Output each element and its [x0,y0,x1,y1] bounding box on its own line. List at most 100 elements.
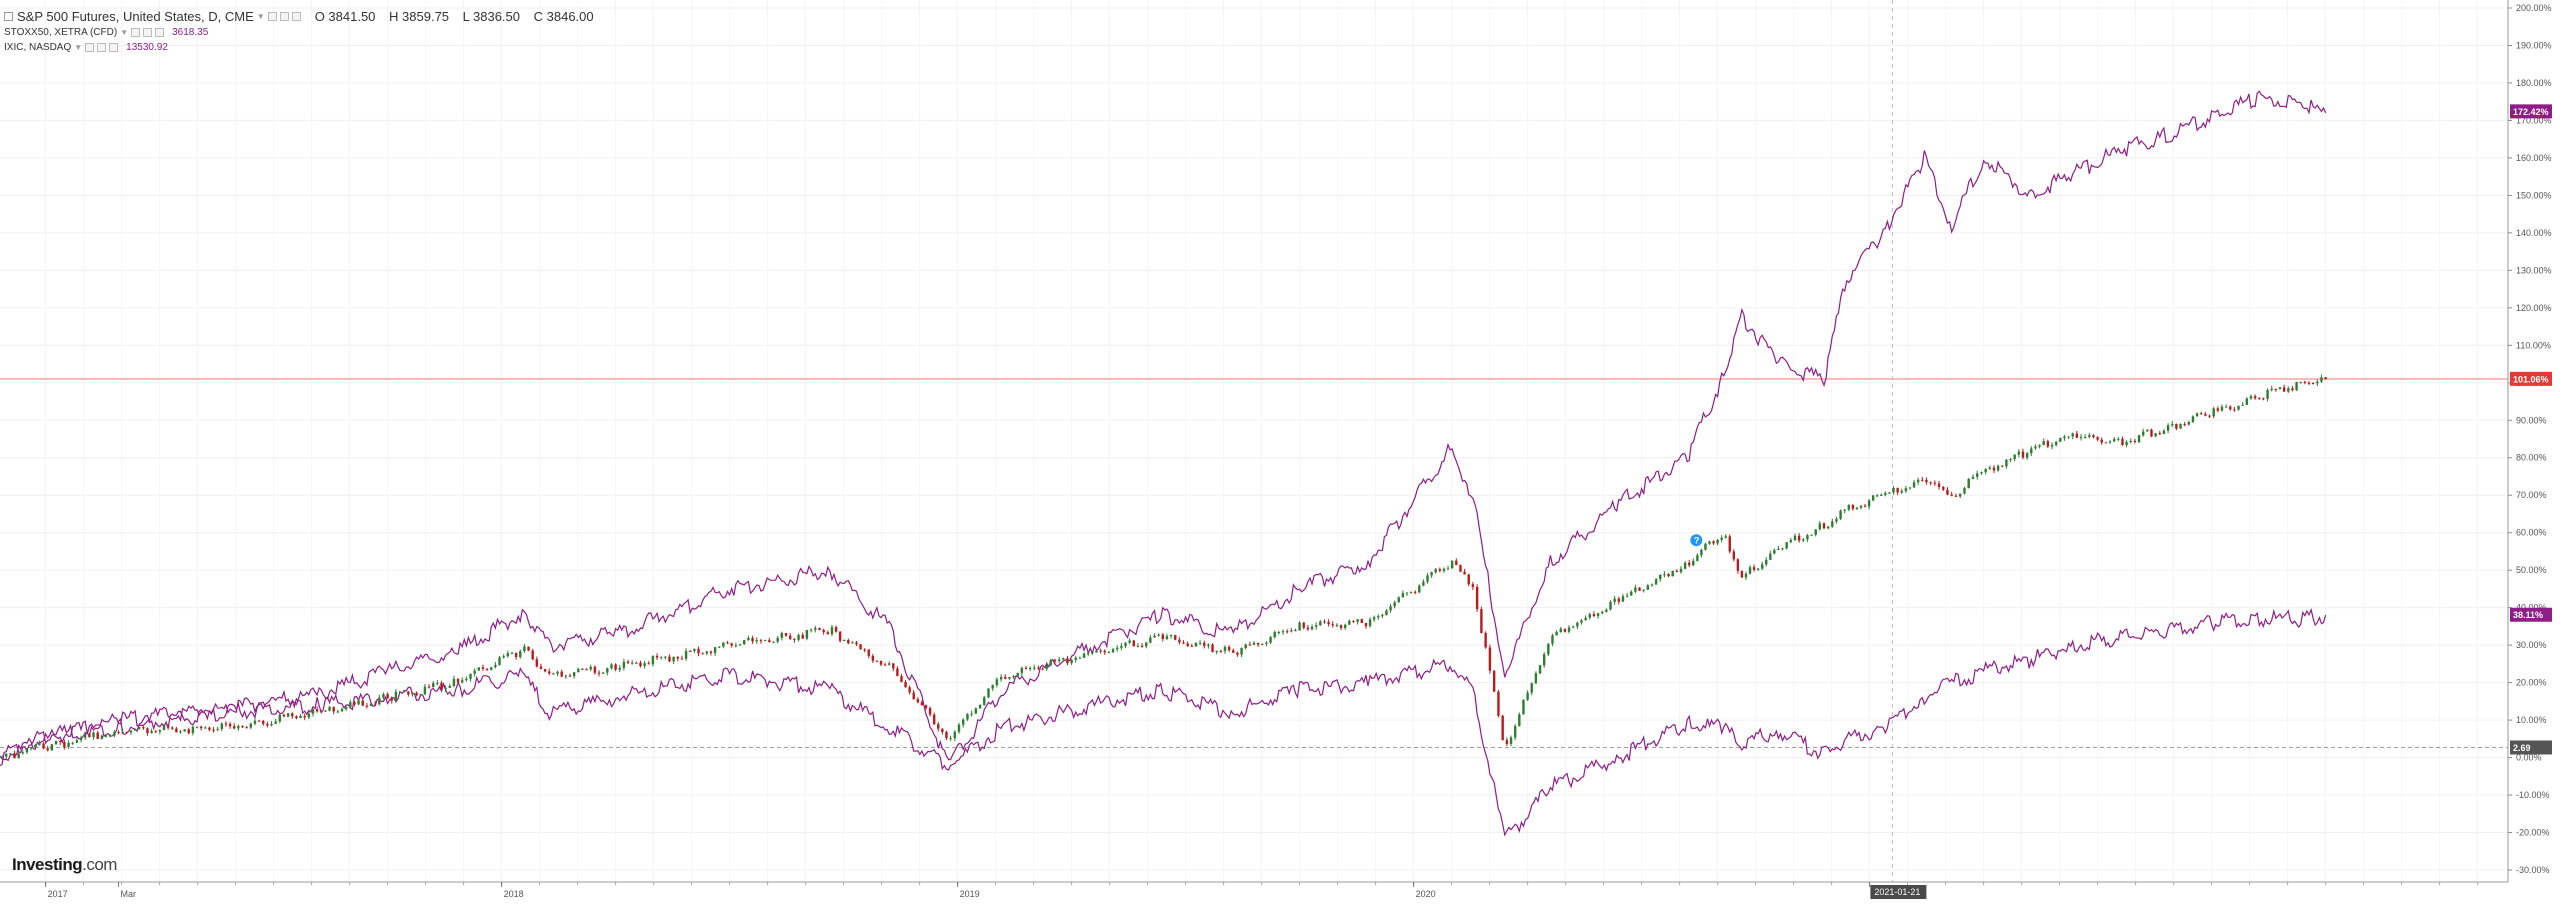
ixic-value: 13530.92 [126,42,168,53]
candle-body [1863,505,1867,507]
candle-body [626,661,630,664]
candle-body [1356,619,1359,622]
candle-body [1773,549,1776,554]
candle-body [241,725,244,728]
candle-body [1120,645,1123,648]
price-tags: 172.42% 101.06% 38.11% 2.69 [2510,104,2552,755]
eye-icon[interactable] [267,12,277,21]
candle-body [1642,589,1645,591]
candle-body [2241,404,2244,406]
candle-body [1397,597,1400,603]
candle-body [1971,476,1975,479]
candle-body [1463,571,1466,575]
candle-body [1492,670,1496,692]
candle-body [1207,644,1210,646]
candle-body [705,651,708,654]
candle-body [311,709,315,714]
candle-body [978,704,982,709]
candle-body [1802,539,1805,541]
candle-body [2204,414,2207,416]
candle-body [1888,492,1891,494]
candle-body [2162,430,2166,434]
event-marker-label: ? [1694,536,1700,546]
candle-body [249,723,252,728]
candle-body [303,715,306,718]
chevron-down-icon[interactable]: ▼ [120,28,129,37]
legend-row-stoxx[interactable]: STOXX50, XETRA (CFD) ▼ 3618.35 [4,25,604,40]
candle-body [1215,650,1218,653]
candle-body [2262,398,2265,400]
candle-body [635,662,638,664]
series-line-ixic [0,90,2327,761]
candle-body [324,710,327,712]
candle-body [622,661,626,668]
candle-body [814,627,817,630]
candle-body [490,667,493,670]
candle-body [1385,610,1388,616]
candle-body [1526,692,1529,700]
candle-body [908,687,911,693]
candle-body [1609,601,1612,610]
legend-row-ixic[interactable]: IXIC, NASDAQ ▼ 13530.92 [4,40,604,55]
settings-icon[interactable] [97,43,107,52]
eye-icon[interactable] [85,43,95,52]
candle-body [494,664,497,668]
price-tag-baseline: 2.69 [2513,743,2531,753]
candle-body [743,640,746,645]
candle-body [966,714,969,720]
candle-body [2046,441,2050,447]
candle-body [1103,650,1106,653]
close-icon[interactable] [155,28,165,37]
candle-body [0,756,4,758]
candle-body [1980,472,1983,474]
close-icon[interactable] [109,43,119,52]
candle-body [129,730,133,733]
candle-body [680,658,684,660]
y-tick-label: 120.00% [2516,303,2552,313]
candle-body [1306,627,1310,630]
settings-icon[interactable] [143,28,153,37]
candle-body [1765,559,1768,565]
candle-body [2154,433,2157,437]
candle-body [469,673,472,679]
candle-body [1455,560,1458,566]
candle-body [142,727,145,729]
candle-body [999,676,1003,680]
chevron-down-icon[interactable]: ▼ [256,12,265,21]
candle-body [1744,573,1748,578]
legend-row-main[interactable]: S&P 500 Futures, United States, D, CME ▼… [4,8,604,25]
candle-body [1559,628,1562,632]
candle-body [1057,659,1061,662]
eye-icon[interactable] [131,28,141,37]
candle-body [618,667,621,670]
candle-body [1908,487,1912,489]
candle-body [2034,446,2037,449]
candle-body [855,642,858,645]
candle-body [2212,408,2215,417]
candle-body [394,691,398,701]
candle-body [1037,667,1040,669]
candle-body [834,627,838,632]
x-tick-label: 2020 [1416,889,1436,899]
close-icon[interactable] [291,12,301,21]
candle-body [1712,541,1715,544]
candle-body [585,669,588,671]
candle-body [1194,642,1198,647]
candle-body [13,753,16,759]
candle-body [519,651,522,658]
candle-body [2150,429,2153,437]
candle-body [784,633,788,636]
candle-body [838,631,842,641]
candle-body [1169,635,1173,637]
y-tick-label: 200.00% [2516,3,2552,13]
settings-icon[interactable] [279,12,289,21]
y-tick-label: 170.00% [2516,115,2552,125]
chevron-down-icon[interactable]: ▼ [74,43,83,52]
candle-body [1409,591,1413,593]
candle-body [1555,631,1558,636]
candle-body [2025,453,2029,458]
collapse-icon[interactable] [4,12,13,21]
candle-body [2266,389,2269,399]
